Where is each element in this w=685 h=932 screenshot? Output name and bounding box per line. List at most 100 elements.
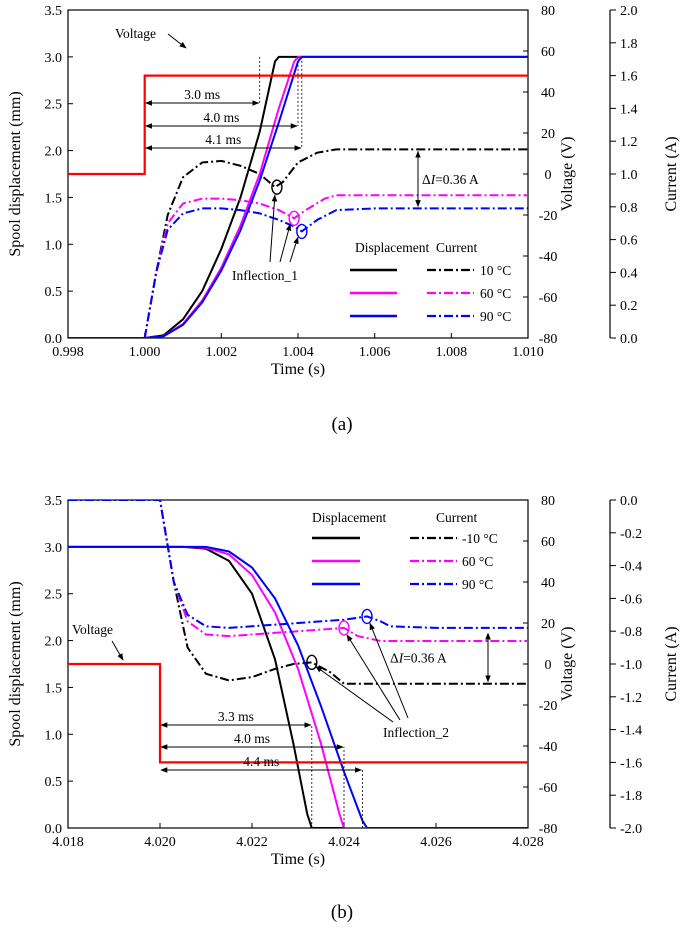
y3-tick-label: -0.2 xyxy=(620,527,642,542)
inflection-label: Inflection_1 xyxy=(232,268,298,283)
legend: Displacement Current -10 °C 60 °C 90 °C xyxy=(312,510,498,592)
y3-tick-label: -0.4 xyxy=(620,560,642,575)
annotations: 3.3 ms 4.0 ms 4.4 ms Voltage ΔI=0.36 A Inflec… xyxy=(72,608,491,828)
displacement-line-10C xyxy=(68,55,528,338)
delta-i-value: =0.36 A xyxy=(435,172,479,187)
legend-label: 10 °C xyxy=(480,263,511,278)
delta-i-prefix: Δ xyxy=(390,650,399,665)
y-tick-label: 2.5 xyxy=(45,588,63,603)
current-line-10C xyxy=(143,148,528,338)
legend-header-current: Current xyxy=(436,510,477,525)
y2-tick-label: 0 xyxy=(545,658,552,673)
x-tick-label: 1.010 xyxy=(512,345,544,360)
inflection-marker xyxy=(296,223,308,240)
inflection-arrow xyxy=(289,236,299,263)
y2-tick-label: -80 xyxy=(539,332,558,347)
y2-tick-label: -60 xyxy=(539,291,558,306)
delta-i-label: ΔI=0.36 A xyxy=(422,172,479,187)
y3-tick-label: 0.0 xyxy=(620,494,638,509)
y3-tick-label: 1.8 xyxy=(620,37,638,52)
chart-panel-b: 4.018 4.020 4.022 4.024 4.026 4.028 Time (s) 0.… xyxy=(7,494,680,923)
y2-tick-label: -40 xyxy=(539,250,558,265)
displacement-line-90C xyxy=(68,545,528,828)
y2-tick-label: -80 xyxy=(539,822,558,837)
legend-header-current: Current xyxy=(436,240,477,255)
x-tick-label: 4.018 xyxy=(52,835,84,850)
voltage-line xyxy=(68,662,528,764)
y-tick-label: 1.5 xyxy=(45,681,63,696)
y-tick-label: 0.5 xyxy=(45,775,63,790)
inflection-marker xyxy=(271,179,283,195)
y-tick-label: 2.5 xyxy=(45,98,63,113)
x-tick-label: 1.006 xyxy=(359,345,391,360)
y3-tick-label: 0.8 xyxy=(620,201,638,216)
x-tick-label: 4.022 xyxy=(236,835,268,850)
delta-i-value: =0.36 A xyxy=(403,650,447,665)
annotations: 3.0 ms 4.0 ms 4.1 ms Voltage ΔI=0.36 A Inflec… xyxy=(115,26,479,283)
legend-header-displacement: Displacement xyxy=(312,510,386,525)
y-tick-label: 1.5 xyxy=(45,191,63,206)
y3-tick-label: -1.6 xyxy=(620,756,642,771)
inflection-label: Inflection_2 xyxy=(383,725,449,740)
y-tick-label: 2.0 xyxy=(45,635,63,650)
y-tick-label: 0.5 xyxy=(45,285,63,300)
x-tick-label: 1.002 xyxy=(206,345,238,360)
voltage-line xyxy=(68,74,528,176)
panel-caption: (a) xyxy=(331,414,352,435)
y3-tick-label: 1.0 xyxy=(620,168,638,183)
inflection-arrow xyxy=(269,194,278,263)
y-tick-label: 3.0 xyxy=(45,541,63,556)
time-interval-label: 3.0 ms xyxy=(184,87,220,102)
y-tick-label: 3.0 xyxy=(45,51,63,66)
legend-header-displacement: Displacement xyxy=(355,240,429,255)
plot-data-layer xyxy=(68,55,528,338)
current-line--10C xyxy=(68,500,528,685)
y-axis-title: Spool displacement (mm) xyxy=(7,581,24,746)
x-tick-label: 4.028 xyxy=(512,835,544,850)
x-tick-label: 4.020 xyxy=(144,835,176,850)
y3-tick-label: -1.4 xyxy=(620,724,642,739)
delta-i-prefix: Δ xyxy=(422,172,431,187)
displacement-line-60C xyxy=(68,545,528,828)
current-line-60C xyxy=(143,194,528,338)
y2-tick-label: 20 xyxy=(541,617,555,632)
y-tick-label: 2.0 xyxy=(45,145,63,160)
y3-tick-label: 1.6 xyxy=(620,70,638,85)
y3-tick-label: -1.0 xyxy=(620,658,642,673)
plot-data-layer xyxy=(68,500,528,828)
inflection-arrow xyxy=(315,665,394,723)
inflection-marker xyxy=(288,210,300,226)
inflection-marker xyxy=(361,608,373,625)
x-tick-label: 1.004 xyxy=(282,345,314,360)
x-tick-label: 4.026 xyxy=(420,835,452,850)
y-tick-label: 3.5 xyxy=(45,4,63,19)
y3-tick-label: 0.4 xyxy=(620,266,638,281)
y-tick-label: 3.5 xyxy=(45,494,63,509)
y3-tick-label: 0.6 xyxy=(620,234,638,249)
current-line-90C xyxy=(143,207,528,338)
y-tick-label: 1.0 xyxy=(45,238,63,253)
y3-tick-label: -1.2 xyxy=(620,691,642,706)
delta-i-symbol: I xyxy=(430,172,437,187)
y-axis-title: Spool displacement (mm) xyxy=(7,91,24,256)
legend-label: 90 °C xyxy=(480,309,511,324)
panel-caption: (b) xyxy=(331,902,353,923)
y3-tick-label: 1.4 xyxy=(620,102,638,117)
x-tick-label: 4.024 xyxy=(328,835,360,850)
legend-label: -10 °C xyxy=(462,531,498,546)
displacement-line--10C xyxy=(68,545,528,828)
voltage-label: Voltage xyxy=(115,26,156,41)
y2-tick-label: -20 xyxy=(539,209,558,224)
y3-tick-label: 2.0 xyxy=(620,4,638,19)
y2-tick-label: 20 xyxy=(541,127,555,142)
y2-tick-label: -60 xyxy=(539,781,558,796)
y3-tick-label: 0.0 xyxy=(620,332,638,347)
inflection-arrow xyxy=(346,634,401,721)
y3-axis-title: Current (A) xyxy=(663,136,680,211)
y-tick-label: 0.0 xyxy=(45,822,63,837)
inflection-marker xyxy=(338,620,350,636)
y3-tick-label: 1.2 xyxy=(620,135,638,150)
y3-tick-label: -1.8 xyxy=(620,789,642,804)
